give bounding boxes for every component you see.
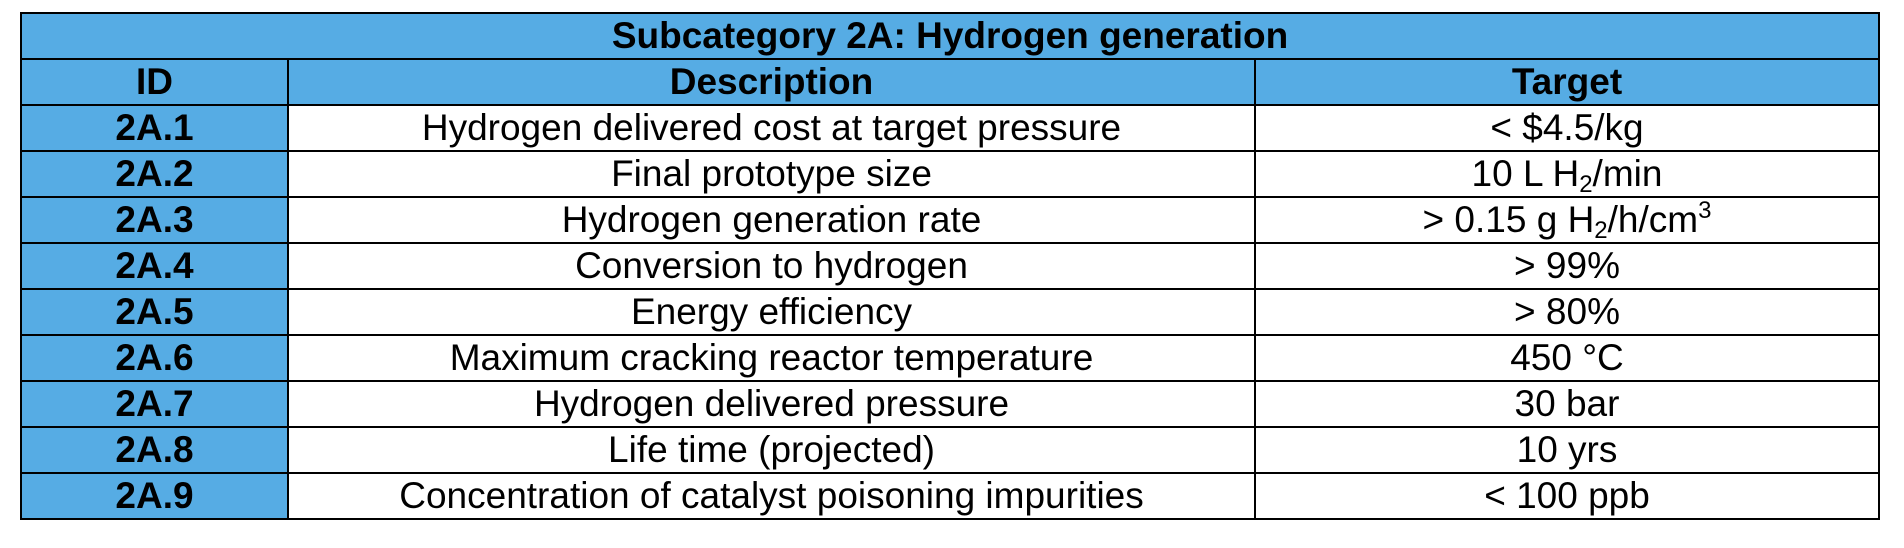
table-row: 2A.2 Final prototype size 10 L H2/min bbox=[20, 150, 1881, 198]
target-text: /min bbox=[1592, 153, 1663, 194]
row-id-cell: 2A.9 bbox=[20, 472, 289, 520]
table-title: Subcategory 2A: Hydrogen generation bbox=[19, 12, 1881, 60]
target-text: /h/cm bbox=[1607, 199, 1699, 240]
table-row: 2A.1 Hydrogen delivered cost at target p… bbox=[20, 104, 1881, 152]
row-description-cell: Maximum cracking reactor temperature bbox=[287, 334, 1256, 382]
table-row: 2A.5 Energy efficiency > 80% bbox=[20, 288, 1881, 336]
row-description-cell: Hydrogen delivered cost at target pressu… bbox=[287, 104, 1256, 152]
column-header-target: Target bbox=[1253, 58, 1881, 106]
spec-table-container: Subcategory 2A: Hydrogen generation ID D… bbox=[19, 12, 1881, 520]
row-id-cell: 2A.2 bbox=[20, 150, 289, 198]
title-row: Subcategory 2A: Hydrogen generation bbox=[19, 12, 1881, 60]
row-id-cell: 2A.4 bbox=[20, 242, 289, 290]
row-target-cell: > 0.15 g H2/h/cm3 bbox=[1253, 196, 1881, 244]
table-row: 2A.8 Life time (projected) 10 yrs bbox=[20, 426, 1881, 474]
row-description-cell: Conversion to hydrogen bbox=[287, 242, 1256, 290]
row-target-cell: 10 yrs bbox=[1253, 426, 1881, 474]
row-description-cell: Hydrogen generation rate bbox=[287, 196, 1256, 244]
row-id-cell: 2A.3 bbox=[20, 196, 289, 244]
row-id-cell: 2A.1 bbox=[20, 104, 289, 152]
target-text: 10 L H bbox=[1471, 153, 1580, 194]
row-id-cell: 2A.8 bbox=[20, 426, 289, 474]
row-description-cell: Life time (projected) bbox=[287, 426, 1256, 474]
row-id-cell: 2A.6 bbox=[20, 334, 289, 382]
row-id-cell: 2A.7 bbox=[20, 380, 289, 428]
subscript-text: 2 bbox=[1579, 171, 1593, 197]
spec-table: Subcategory 2A: Hydrogen generation ID D… bbox=[19, 12, 1881, 520]
row-target-cell: > 99% bbox=[1253, 242, 1881, 290]
column-header-id: ID bbox=[20, 58, 289, 106]
row-target-cell: < 100 ppb bbox=[1253, 472, 1881, 520]
row-description-cell: Hydrogen delivered pressure bbox=[287, 380, 1256, 428]
row-target-cell: 10 L H2/min bbox=[1253, 150, 1881, 198]
table-row: 2A.9 Concentration of catalyst poisoning… bbox=[20, 472, 1881, 520]
row-target-cell: 450 °C bbox=[1253, 334, 1881, 382]
row-description-cell: Concentration of catalyst poisoning impu… bbox=[287, 472, 1256, 520]
table-row: 2A.6 Maximum cracking reactor temperatur… bbox=[20, 334, 1881, 382]
table-row: 2A.7 Hydrogen delivered pressure 30 bar bbox=[20, 380, 1881, 428]
column-header-description: Description bbox=[287, 58, 1256, 106]
subscript-text: 2 bbox=[1594, 217, 1608, 243]
row-target-cell: > 80% bbox=[1253, 288, 1881, 336]
header-row: ID Description Target bbox=[20, 58, 1881, 106]
row-id-cell: 2A.5 bbox=[20, 288, 289, 336]
row-target-cell: 30 bar bbox=[1253, 380, 1881, 428]
row-target-cell: < $4.5/kg bbox=[1253, 104, 1881, 152]
row-description-cell: Energy efficiency bbox=[287, 288, 1256, 336]
table-row: 2A.4 Conversion to hydrogen > 99% bbox=[20, 242, 1881, 290]
table-row: 2A.3 Hydrogen generation rate > 0.15 g H… bbox=[20, 196, 1881, 244]
row-description-cell: Final prototype size bbox=[287, 150, 1256, 198]
target-text: > 0.15 g H bbox=[1422, 199, 1595, 240]
superscript-text: 3 bbox=[1698, 197, 1712, 224]
